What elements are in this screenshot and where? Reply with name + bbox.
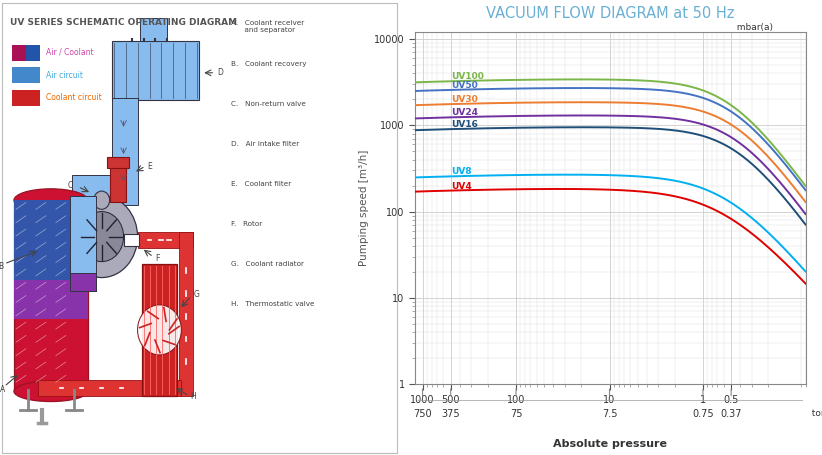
Text: Air / Coolant: Air / Coolant (46, 48, 94, 57)
Text: F: F (155, 254, 159, 263)
Bar (12, 90, 39, 106)
Text: B: B (0, 262, 3, 271)
Text: 75: 75 (510, 409, 522, 419)
Text: A.   Coolant receiver
      and separator: A. Coolant receiver and separator (231, 20, 304, 34)
Bar (38, 380, 182, 396)
Text: A: A (0, 384, 5, 394)
Ellipse shape (14, 189, 88, 212)
Text: G.   Coolant radiator: G. Coolant radiator (231, 261, 304, 267)
Text: 375: 375 (441, 409, 460, 419)
Text: UV100: UV100 (450, 72, 483, 81)
Bar (14, 200, 88, 391)
Text: torr(a): torr(a) (806, 409, 822, 418)
Bar (26, 45, 39, 61)
Text: H: H (191, 392, 196, 401)
Text: H.   Thermostatic valve: H. Thermostatic valve (231, 301, 315, 307)
Text: 0.37: 0.37 (720, 409, 742, 419)
Text: UV50: UV50 (450, 81, 478, 90)
Text: D: D (217, 68, 223, 77)
Text: 7.5: 7.5 (602, 409, 617, 419)
Bar (109, 166, 126, 202)
Circle shape (94, 191, 109, 209)
Bar (14, 200, 88, 282)
Bar (14, 280, 88, 318)
Bar (70, 273, 95, 291)
Bar (12, 45, 26, 61)
Text: Absolute pressure: Absolute pressure (553, 439, 667, 449)
Text: Air circuit: Air circuit (46, 71, 83, 80)
Circle shape (66, 196, 137, 278)
Text: UV30: UV30 (450, 95, 478, 104)
Bar (112, 98, 137, 205)
Text: E: E (147, 162, 152, 171)
Text: UV16: UV16 (450, 120, 478, 129)
Circle shape (80, 212, 123, 262)
Bar (112, 41, 200, 100)
Title: VACUUM FLOW DIAGRAM at 50 Hz: VACUUM FLOW DIAGRAM at 50 Hz (486, 6, 735, 21)
Bar (137, 232, 193, 248)
Text: G: G (193, 290, 199, 299)
Ellipse shape (14, 381, 88, 402)
Bar (12, 67, 39, 83)
Text: UV SERIES SCHEMATIC OPERATING DIAGRAM: UV SERIES SCHEMATIC OPERATING DIAGRAM (10, 18, 237, 27)
Text: D.   Air intake filter: D. Air intake filter (231, 141, 299, 147)
Text: 750: 750 (413, 409, 432, 419)
Text: 0.75: 0.75 (692, 409, 713, 419)
Text: E.   Coolant filter: E. Coolant filter (231, 181, 292, 187)
Bar (70, 196, 95, 291)
Text: Coolant circuit: Coolant circuit (46, 93, 102, 102)
Bar (141, 264, 178, 396)
Text: UV8: UV8 (450, 167, 471, 177)
Text: UV4: UV4 (450, 182, 471, 191)
Bar (123, 234, 139, 246)
Text: mbar(a): mbar(a) (731, 23, 774, 32)
Circle shape (137, 305, 182, 355)
Y-axis label: Pumping speed [m³/h]: Pumping speed [m³/h] (358, 150, 368, 266)
Bar (140, 18, 168, 41)
Text: F.   Rotor: F. Rotor (231, 221, 262, 227)
Bar (72, 175, 113, 205)
Bar (179, 232, 193, 396)
Text: B.   Coolant recovery: B. Coolant recovery (231, 61, 307, 66)
Text: UV24: UV24 (450, 108, 478, 117)
Bar (107, 157, 129, 168)
Text: C.   Non-return valve: C. Non-return valve (231, 101, 306, 106)
Text: C: C (67, 181, 73, 190)
